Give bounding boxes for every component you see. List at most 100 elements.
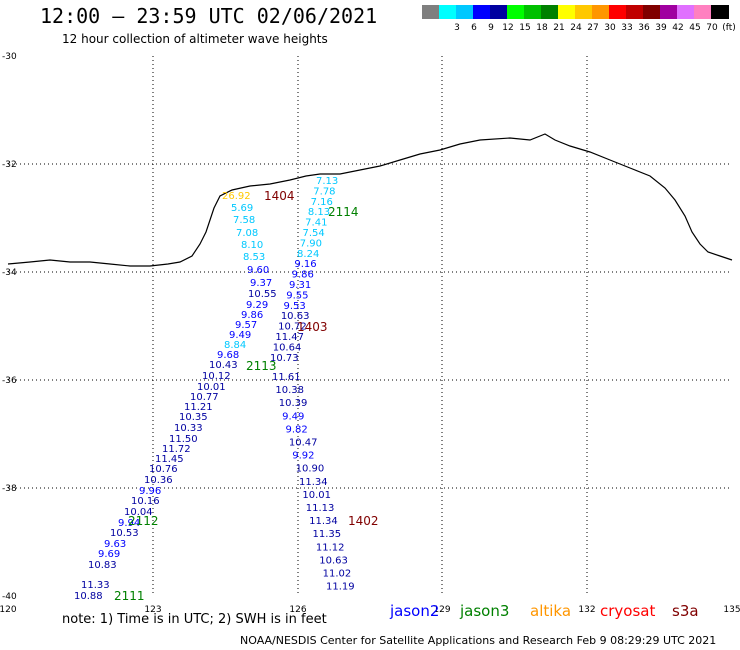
legend-label: 15 xyxy=(519,23,531,33)
wave-height-label: 10.38 xyxy=(275,385,304,396)
wave-height-label: 10.55 xyxy=(248,289,277,300)
wave-height-label: 11.50 xyxy=(169,434,198,445)
wave-height-label: 9.82 xyxy=(286,424,308,435)
track-label: 2114 xyxy=(328,205,359,219)
wave-height-label: 10.53 xyxy=(110,528,139,539)
satellite-name: jason2 xyxy=(390,602,440,620)
lat-tick-label: -38 xyxy=(2,484,17,494)
wave-height-label: 11.45 xyxy=(155,454,184,465)
lat-tick-label: -34 xyxy=(2,268,17,278)
satellite-name: cryosat xyxy=(600,602,656,620)
legend-swatch xyxy=(643,5,661,19)
legend-swatch xyxy=(507,5,525,19)
legend-label: 27 xyxy=(587,23,599,33)
wave-height-label: 7.16 xyxy=(311,197,333,208)
wave-height-label: 10.88 xyxy=(74,591,103,602)
wave-height-label: 10.63 xyxy=(319,555,348,566)
wave-height-label: 10.36 xyxy=(144,475,173,486)
track-label: 2112 xyxy=(128,514,159,528)
wave-height-label: 11.61 xyxy=(272,372,301,383)
wave-height-label: 9.57 xyxy=(235,320,257,331)
wave-height-labels: 7.137.787.168.137.417.547.908.249.169.86… xyxy=(74,176,379,603)
wave-height-label: 11.34 xyxy=(299,477,328,488)
track-label: 1403 xyxy=(297,320,328,334)
lat-tick-label: -32 xyxy=(2,160,17,170)
lat-tick-label: -40 xyxy=(2,592,17,602)
satellite-name: jason3 xyxy=(460,602,510,620)
lon-tick-label: 135 xyxy=(723,605,740,615)
lon-tick-label: 129 xyxy=(433,605,450,615)
wave-height-label: 10.04 xyxy=(124,507,153,518)
legend-swatch xyxy=(541,5,559,19)
lon-tick-label: 126 xyxy=(289,605,306,615)
track-label: 1404 xyxy=(264,189,295,203)
wave-height-label: 11.19 xyxy=(326,582,355,593)
wave-height-label: 7.58 xyxy=(233,215,255,226)
wave-height-label: 7.41 xyxy=(305,218,327,229)
legend-swatch xyxy=(694,5,712,19)
wave-height-label: 10.12 xyxy=(202,371,231,382)
lat-lon-grid: 120 123 126 129 132 135 -30 -32 -34 -36 -38 -40 xyxy=(0,52,740,615)
wave-height-label: 10.43 xyxy=(209,360,238,371)
wave-height-label: 11.13 xyxy=(306,503,335,514)
legend-swatch xyxy=(558,5,576,19)
coastline xyxy=(7,133,733,267)
legend-swatch xyxy=(473,5,491,19)
wave-height-label: 7.78 xyxy=(313,186,335,197)
wave-height-label: 5.69 xyxy=(231,203,253,214)
wave-height-label: 8.53 xyxy=(243,252,265,263)
wave-height-label: 10.73 xyxy=(270,353,299,364)
wave-height-label: 26.92 xyxy=(222,191,251,202)
wave-height-label: 11.33 xyxy=(81,580,110,591)
legend-label: 33 xyxy=(621,23,633,33)
wave-height-label: 8.24 xyxy=(297,249,319,260)
legend-label: 42 xyxy=(672,23,684,33)
wave-height-label: 11.02 xyxy=(323,569,352,580)
wave-height-label: 7.54 xyxy=(302,228,324,239)
wave-height-label: 8.13 xyxy=(308,207,330,218)
legend-swatch xyxy=(660,5,678,19)
legend-swatch xyxy=(609,5,627,19)
wave-height-label: 9.69 xyxy=(98,549,120,560)
satellite-name: altika xyxy=(530,602,572,620)
legend-swatch xyxy=(575,5,593,19)
wave-height-label: 10.72 xyxy=(278,322,307,333)
track-label: 2111 xyxy=(114,589,145,603)
legend-label: 6 xyxy=(471,23,477,33)
wave-height-label: 10.39 xyxy=(279,398,308,409)
legend-label: 18 xyxy=(536,23,548,33)
wave-height-label: 10.77 xyxy=(190,392,219,403)
wave-height-label: 11.21 xyxy=(184,402,213,413)
wave-height-label: 9.31 xyxy=(289,280,311,291)
wave-height-label: 10.63 xyxy=(281,311,310,322)
wave-height-label: 11.34 xyxy=(309,516,338,527)
wave-height-label: 9.92 xyxy=(292,451,314,462)
legend-swatch xyxy=(711,5,729,19)
wave-height-label: 10.01 xyxy=(302,490,331,501)
wave-height-label: 11.12 xyxy=(316,542,345,553)
wave-height-label: 9.16 xyxy=(294,259,316,270)
legend-swatch xyxy=(677,5,695,19)
wave-height-label: 10.01 xyxy=(197,382,226,393)
wave-height-label: 9.55 xyxy=(286,290,308,301)
satellite-name: s3a xyxy=(672,602,699,620)
wave-height-label: 8.10 xyxy=(241,240,263,251)
wave-height-label: 9.29 xyxy=(246,300,268,311)
legend-label: 45 xyxy=(689,23,701,33)
wave-height-label: 9.49 xyxy=(282,411,304,422)
credit-line: NOAA/NESDIS Center for Satellite Applica… xyxy=(240,634,717,647)
wave-height-label: 7.08 xyxy=(236,228,258,239)
wave-height-label: 8.84 xyxy=(224,340,246,351)
wave-height-label: 10.64 xyxy=(273,342,302,353)
legend-label: 36 xyxy=(638,23,650,33)
wave-height-label: 10.16 xyxy=(131,496,160,507)
wave-height-label: 10.33 xyxy=(174,423,203,434)
wave-height-label: 9.53 xyxy=(284,301,306,312)
wave-height-label: 9.60 xyxy=(247,265,269,276)
legend-label: 9 xyxy=(488,23,494,33)
wave-height-label: 10.76 xyxy=(149,464,178,475)
wave-height-label: 7.13 xyxy=(316,176,338,187)
legend-label: 70 xyxy=(706,23,718,33)
legend-label: 39 xyxy=(655,23,667,33)
